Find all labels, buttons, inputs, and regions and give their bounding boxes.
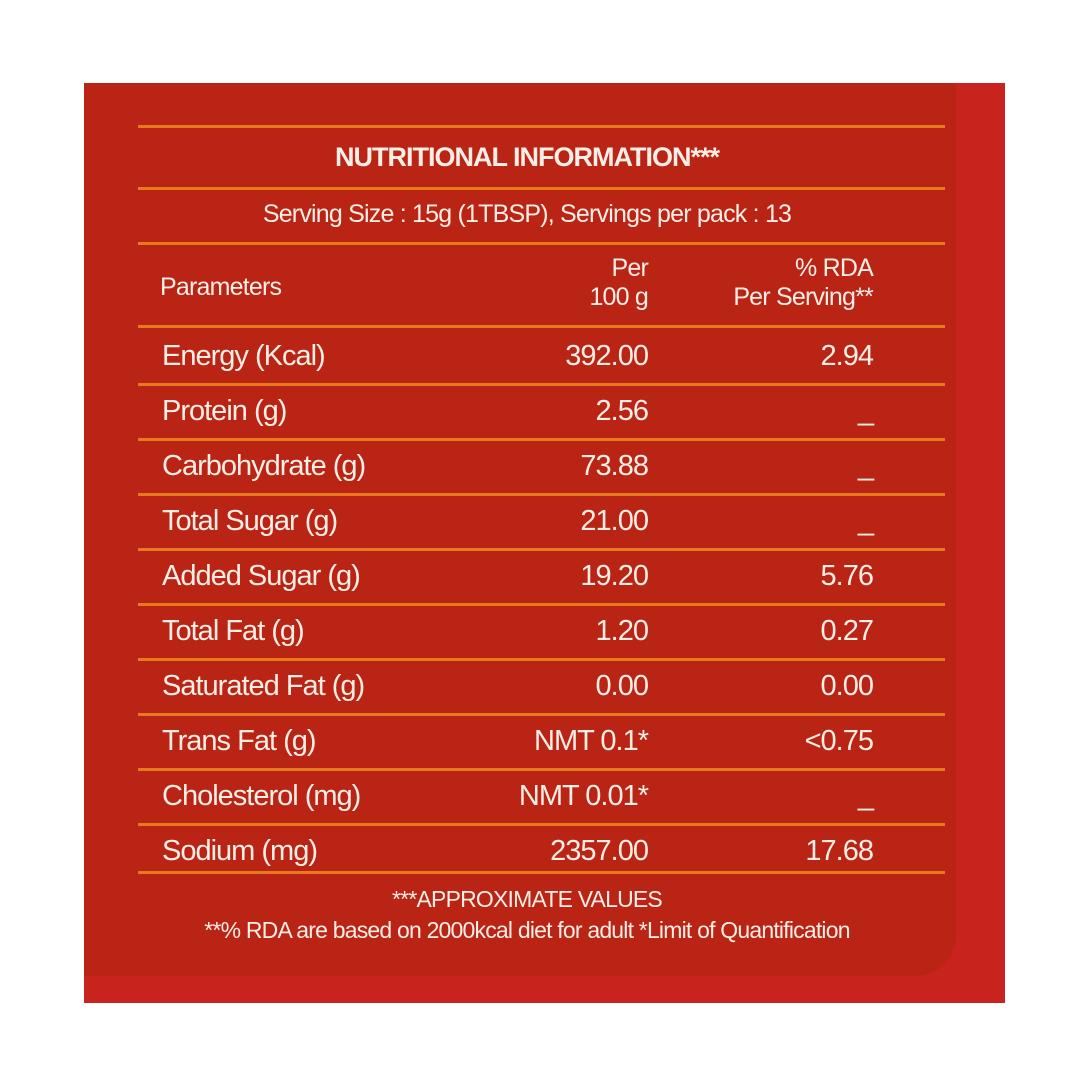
row-per-100g: NMT 0.01* (518, 780, 649, 812)
divider (138, 713, 945, 716)
row-rda: _ (857, 780, 874, 812)
table-row: Carbohydrate (g) 73.88 _ (138, 438, 945, 493)
footnote-rda: **% RDA are based on 2000kcal diet for a… (204, 917, 850, 943)
row-label: Total Fat (g) (162, 615, 305, 647)
table-row: Saturated Fat (g) 0.00 0.00 (138, 658, 945, 713)
table-row: Trans Fat (g) NMT 0.1* <0.75 (138, 713, 945, 768)
header-per-100g: Per 100 g (589, 254, 648, 312)
row-label: Sodium (mg) (162, 835, 318, 867)
header-rda-line1: % RDA (795, 254, 874, 282)
row-rda: _ (857, 450, 874, 482)
table-row: Total Sugar (g) 21.00 _ (138, 493, 945, 548)
table-row: Cholesterol (mg) NMT 0.01* _ (138, 768, 945, 823)
row-label: Protein (g) (162, 395, 287, 427)
row-per-100g: 21.00 (580, 505, 649, 537)
header-rda: % RDA Per Serving** (733, 254, 873, 312)
row-rda: 2.94 (820, 340, 874, 372)
row-label: Energy (Kcal) (162, 340, 326, 372)
row-per-100g: 19.20 (580, 560, 649, 592)
table-row: Added Sugar (g) 19.20 5.76 (138, 548, 945, 603)
serving-info: Serving Size : 15g (1TBSP), Servings per… (262, 200, 792, 228)
footnote-approximate: ***APPROXIMATE VALUES (392, 886, 663, 912)
table-row: Total Fat (g) 1.20 0.27 (138, 603, 945, 658)
table-row: Protein (g) 2.56 _ (138, 383, 945, 438)
row-per-100g: 73.88 (580, 450, 649, 482)
nutrition-panel (84, 83, 956, 976)
row-rda: 0.27 (820, 615, 874, 647)
divider (138, 658, 945, 661)
divider (138, 242, 945, 245)
row-per-100g: 2.56 (595, 395, 649, 427)
header-parameters: Parameters (160, 273, 282, 301)
divider (138, 325, 945, 328)
row-rda: _ (857, 505, 874, 537)
divider (138, 493, 945, 496)
divider (138, 125, 945, 128)
divider (138, 823, 945, 826)
row-label: Cholesterol (mg) (162, 780, 361, 812)
row-rda: 0.00 (820, 670, 874, 702)
table-row: Energy (Kcal) 392.00 2.94 (138, 328, 945, 383)
header-per-100g-line1: Per (611, 254, 648, 282)
row-per-100g: NMT 0.1* (534, 725, 649, 757)
divider (138, 548, 945, 551)
panel-title: NUTRITIONAL INFORMATION*** (335, 142, 720, 172)
row-rda: 5.76 (820, 560, 874, 592)
row-label: Saturated Fat (g) (162, 670, 365, 702)
row-per-100g: 0.00 (595, 670, 649, 702)
divider (138, 187, 945, 190)
divider (138, 438, 945, 441)
divider (138, 871, 945, 874)
header-rda-line2: Per Serving** (733, 283, 873, 311)
divider (138, 768, 945, 771)
row-rda: _ (857, 395, 874, 427)
row-label: Carbohydrate (g) (162, 450, 366, 482)
row-rda: 17.68 (805, 835, 874, 867)
table-row: Sodium (mg) 2357.00 17.68 (138, 823, 945, 878)
divider (138, 603, 945, 606)
header-per-100g-line2: 100 g (589, 283, 648, 311)
row-label: Trans Fat (g) (162, 725, 317, 757)
row-per-100g: 1.20 (595, 615, 649, 647)
row-label: Added Sugar (g) (162, 560, 361, 592)
row-per-100g: 392.00 (565, 340, 649, 372)
row-rda: <0.75 (804, 725, 874, 757)
divider (138, 383, 945, 386)
row-label: Total Sugar (g) (162, 505, 338, 537)
row-per-100g: 2357.00 (550, 835, 649, 867)
